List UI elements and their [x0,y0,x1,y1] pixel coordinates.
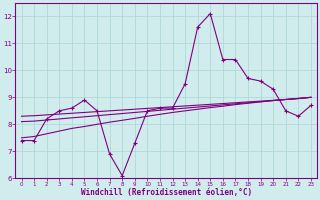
X-axis label: Windchill (Refroidissement éolien,°C): Windchill (Refroidissement éolien,°C) [81,188,252,197]
